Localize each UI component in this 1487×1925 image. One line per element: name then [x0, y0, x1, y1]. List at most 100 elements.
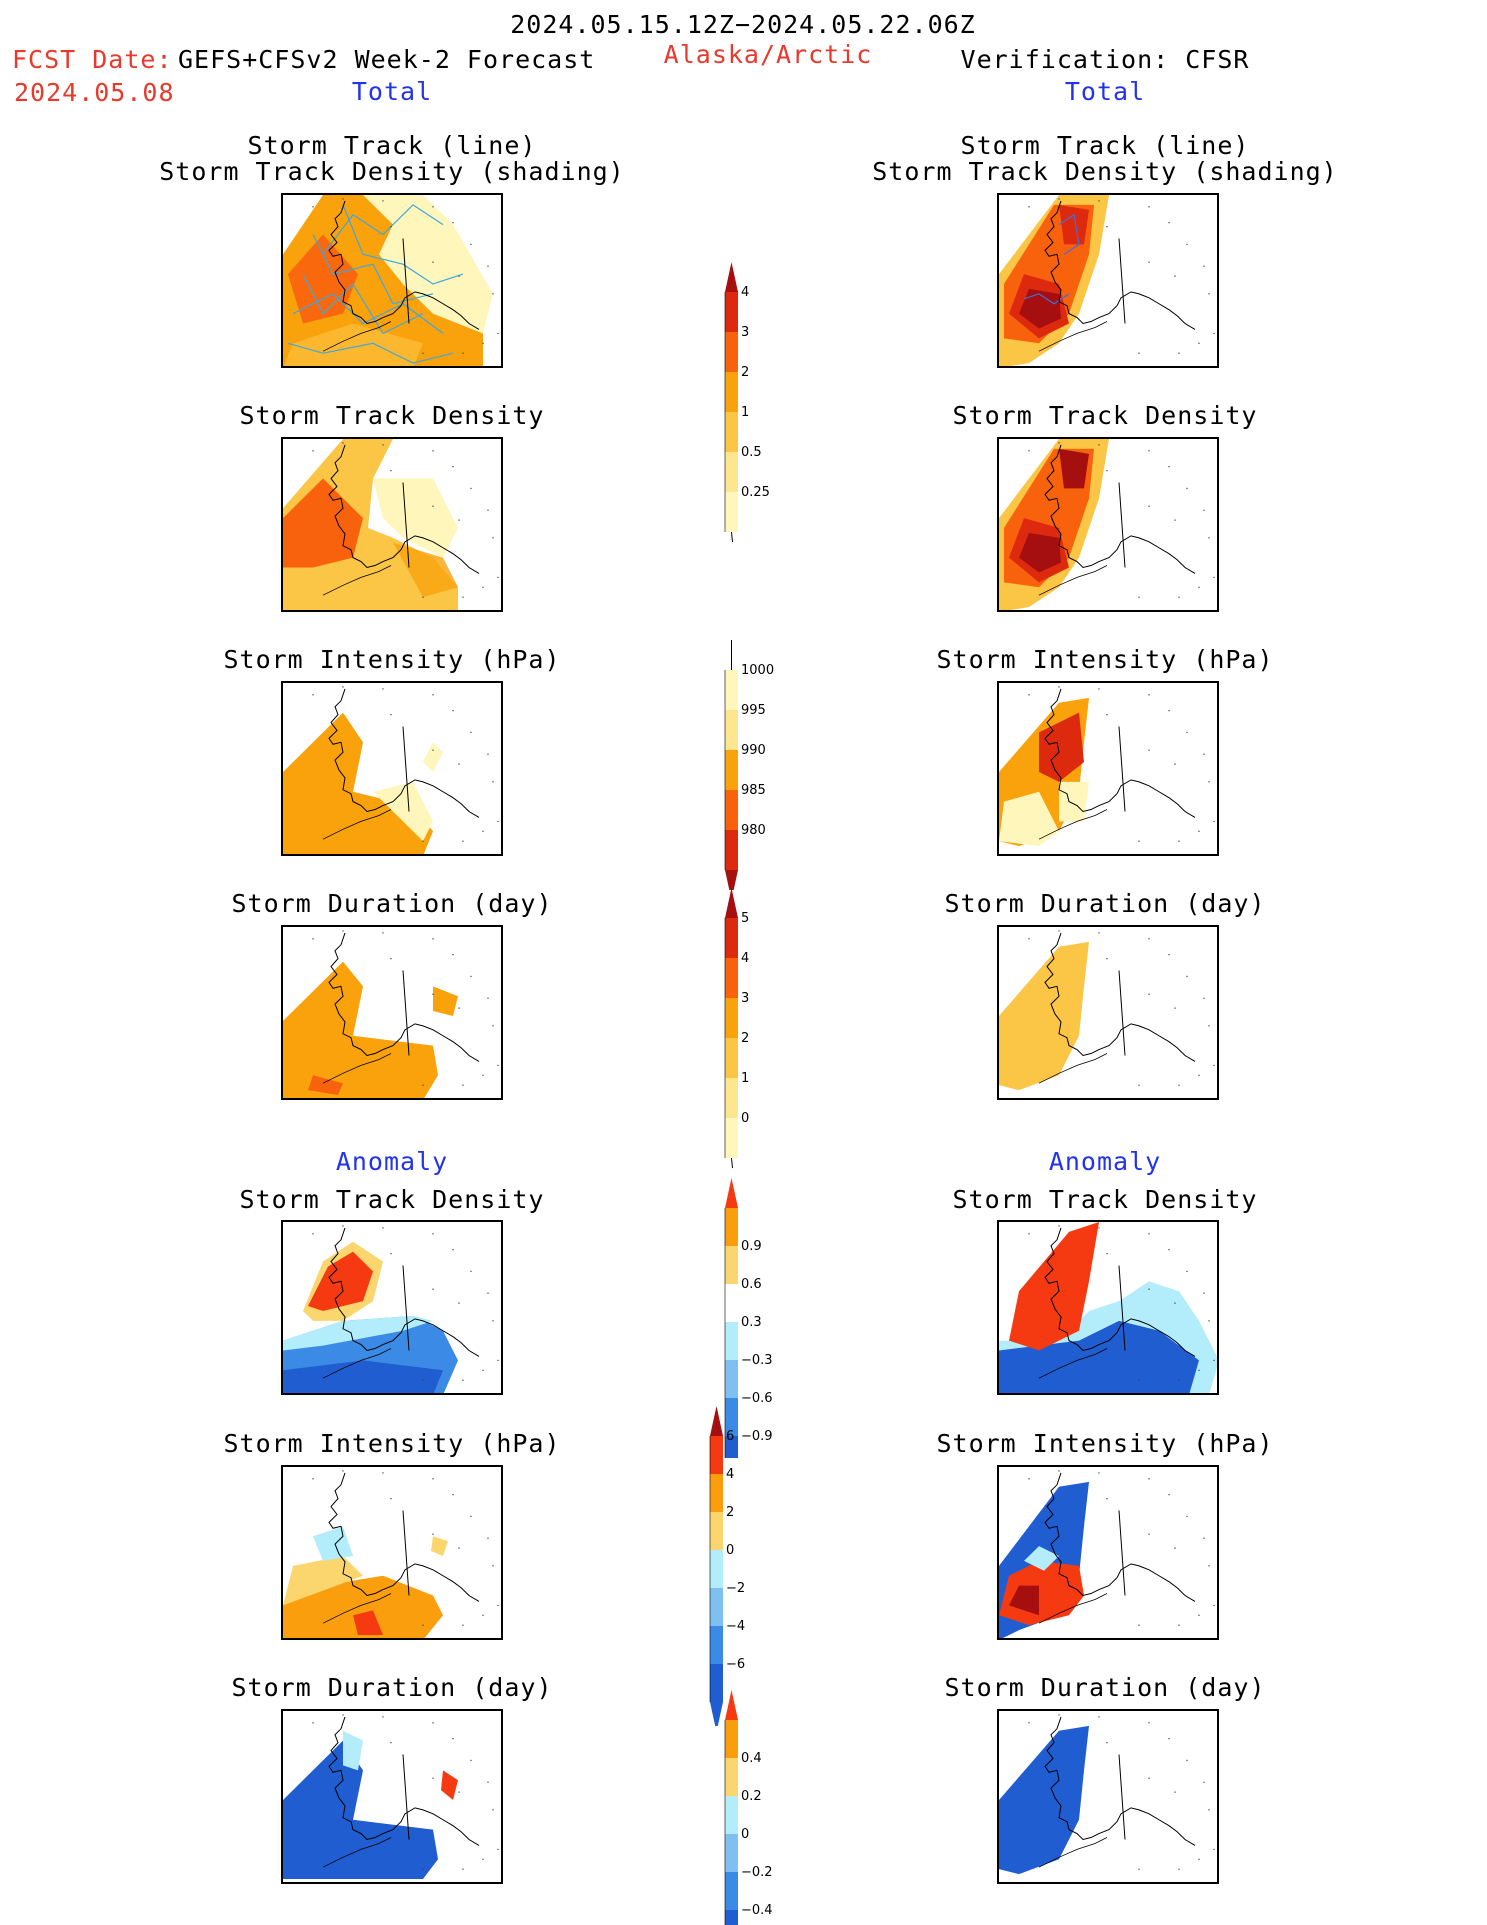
- colorbar-label: 2: [741, 365, 749, 380]
- colorbar-label: −0.6: [741, 1391, 773, 1406]
- colorbar-label: −0.3: [741, 1353, 773, 1368]
- map-anom-intensity-verif: [997, 1465, 1219, 1640]
- colorbar-swatch: [725, 1118, 738, 1158]
- colorbar-swatch: [725, 372, 738, 412]
- colorbar-top-arrow: [710, 1406, 723, 1436]
- colorbar-intensity-anomaly: 6 4 2 0 −2 −4 −6: [709, 1406, 745, 1726]
- colorbar-label: 0.5: [741, 445, 762, 460]
- region-label: Alaska/Arctic: [663, 40, 873, 69]
- colorbar-label: 1000: [741, 663, 774, 678]
- colorbar-top-arrow: [725, 1690, 738, 1720]
- colorbar-bottom-arrow: [725, 870, 738, 890]
- colorbar-swatch: [725, 750, 738, 790]
- panel-title-intensity-left: Storm Intensity (hPa): [223, 645, 561, 674]
- colorbar-label: 0: [726, 1543, 734, 1558]
- colorbar-label: 6: [726, 1429, 734, 1444]
- map-drawing: [283, 1225, 499, 1393]
- colorbar-label: −0.2: [741, 1865, 773, 1880]
- map-drawing: [283, 1470, 499, 1638]
- colorbar-bottom-arrow: [710, 1702, 723, 1726]
- colorbar-swatch: [725, 1872, 738, 1910]
- panel-title-density-left: Storm Track Density: [239, 401, 545, 430]
- map-drawing: [999, 1222, 1217, 1393]
- anomaly-label-left: Anomaly: [335, 1147, 449, 1176]
- map-anom-duration-verif: [997, 1709, 1219, 1884]
- colorbar-swatch: [725, 492, 738, 532]
- panel-title-duration-right: Storm Duration (day): [944, 889, 1266, 918]
- panel-title-anom-intensity-left: Storm Intensity (hPa): [223, 1429, 561, 1458]
- map-drawing: [999, 439, 1215, 610]
- verification-label: Verification: CFSR: [960, 45, 1250, 74]
- map-duration-forecast: [281, 925, 503, 1100]
- colorbar-label: −0.9: [741, 1429, 773, 1444]
- colorbar-swatch: [710, 1588, 723, 1626]
- colorbar-swatch: [725, 958, 738, 998]
- colorbar-swatch: [710, 1550, 723, 1588]
- map-drawing: [283, 439, 499, 610]
- colorbar-label: 1: [741, 405, 749, 420]
- colorbar-label: 2: [726, 1505, 734, 1520]
- map-intensity-forecast: [281, 681, 503, 856]
- colorbar-swatch: [725, 670, 738, 710]
- map-track-density-forecast: [281, 437, 503, 612]
- total-label-left: Total: [351, 77, 433, 106]
- colorbar-label: 985: [741, 783, 766, 798]
- colorbar-label: 5: [741, 911, 749, 926]
- panel-title-track-shading-left: Storm Track Density (shading): [159, 157, 625, 186]
- colorbar-swatch: [725, 710, 738, 750]
- panel-title-anom-duration-left: Storm Duration (day): [231, 1673, 553, 1702]
- colorbar-swatch: [725, 1436, 738, 1458]
- map-drawing: [999, 195, 1215, 366]
- colorbar-bottom-tail: [731, 1157, 734, 1168]
- panel-title-track-line-right: Storm Track (line): [960, 131, 1250, 160]
- map-storm-track-verif: [997, 193, 1219, 368]
- colorbar-top-arrow: [725, 262, 738, 292]
- colorbar-swatch: [725, 1078, 738, 1118]
- colorbar-swatch: [725, 452, 738, 492]
- map-drawing: [999, 686, 1215, 847]
- map-drawing: [999, 930, 1215, 1091]
- map-intensity-verif: [997, 681, 1219, 856]
- colorbar-bottom-tail: [731, 531, 734, 542]
- colorbar-swatch: [725, 1910, 738, 1925]
- colorbar-label: −0.4: [741, 1903, 773, 1918]
- colorbar-label: −2: [726, 1581, 745, 1596]
- colorbar-swatch: [725, 1834, 738, 1872]
- colorbar-label: 3: [741, 991, 749, 1006]
- colorbar-swatch: [725, 1758, 738, 1796]
- colorbar-label: 3: [741, 325, 749, 340]
- colorbar-swatch: [725, 1796, 738, 1834]
- panel-title-track-shading-right: Storm Track Density (shading): [872, 157, 1338, 186]
- colorbar-swatch: [725, 1246, 738, 1284]
- colorbar-label: 0: [741, 1111, 749, 1126]
- panel-title-anom-duration-right: Storm Duration (day): [944, 1673, 1266, 1702]
- map-drawing: [283, 195, 499, 366]
- colorbar-swatch: [725, 1208, 738, 1246]
- colorbar-swatch: [710, 1664, 723, 1702]
- panel-title-density-right: Storm Track Density: [952, 401, 1258, 430]
- map-drawing: [999, 1470, 1215, 1638]
- map-storm-track-forecast: [281, 193, 503, 368]
- colorbar-swatch: [725, 1322, 738, 1360]
- anomaly-label-right: Anomaly: [1048, 1147, 1162, 1176]
- map-drawing: [283, 1714, 499, 1880]
- map-anom-density-forecast: [281, 1220, 503, 1395]
- map-anom-density-verif: [997, 1220, 1219, 1395]
- panel-title-duration-left: Storm Duration (day): [231, 889, 553, 918]
- colorbar-swatch: [710, 1626, 723, 1664]
- colorbar-label: 4: [741, 285, 749, 300]
- colorbar-swatch: [725, 412, 738, 452]
- colorbar-swatch: [725, 292, 738, 332]
- colorbar-swatch: [710, 1474, 723, 1512]
- colorbar-label: 990: [741, 743, 766, 758]
- map-duration-verif: [997, 925, 1219, 1100]
- colorbar-label: 4: [726, 1467, 734, 1482]
- colorbar-swatch: [725, 998, 738, 1038]
- panel-title-anom-intensity-right: Storm Intensity (hPa): [936, 1429, 1274, 1458]
- colorbar-label: 1: [741, 1071, 749, 1086]
- panel-title-anom-density-right: Storm Track Density: [952, 1185, 1258, 1214]
- colorbar-label: −4: [726, 1619, 745, 1634]
- map-drawing: [999, 1714, 1215, 1875]
- colorbar-swatch: [725, 830, 738, 870]
- colorbar-label: 0.6: [741, 1277, 762, 1292]
